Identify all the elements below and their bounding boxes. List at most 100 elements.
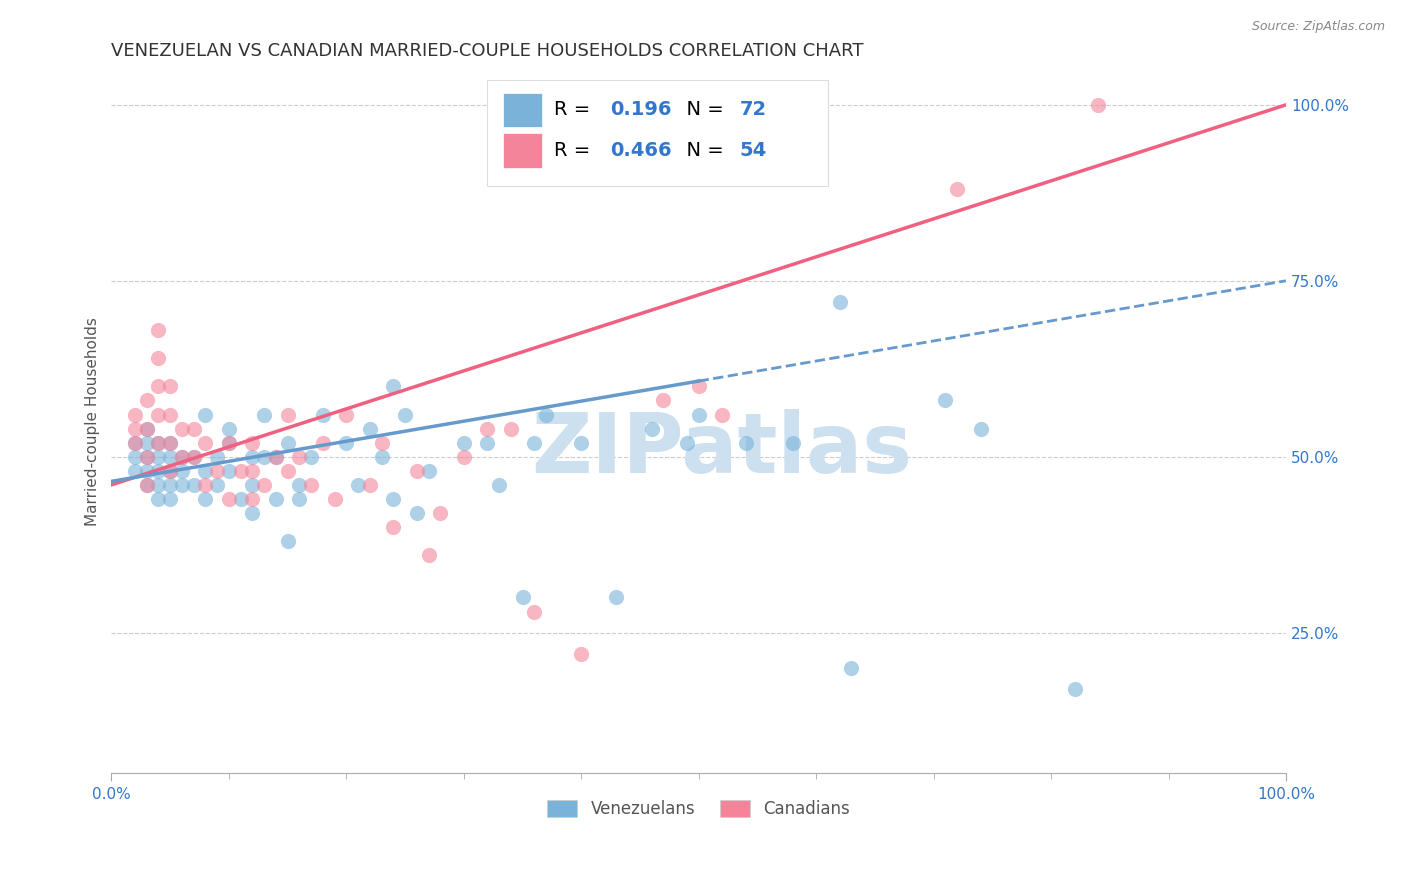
Point xyxy=(253,450,276,464)
Point xyxy=(135,435,157,450)
Point xyxy=(934,393,956,408)
Point xyxy=(264,450,287,464)
Point xyxy=(299,478,322,492)
Point xyxy=(159,464,181,478)
Point xyxy=(148,323,170,337)
Point xyxy=(688,379,710,393)
Point xyxy=(394,408,416,422)
Point xyxy=(159,435,181,450)
Point xyxy=(499,421,522,435)
Point xyxy=(170,450,193,464)
Point xyxy=(194,478,217,492)
Point xyxy=(264,491,287,506)
Point xyxy=(218,464,240,478)
Point xyxy=(488,478,510,492)
Point xyxy=(148,435,170,450)
Point xyxy=(1063,681,1085,696)
Text: R =: R = xyxy=(554,100,596,120)
Point xyxy=(359,478,381,492)
Point xyxy=(312,435,335,450)
Point xyxy=(148,408,170,422)
Point xyxy=(218,491,240,506)
Point xyxy=(676,435,699,450)
Point xyxy=(159,491,181,506)
Point xyxy=(135,450,157,464)
Text: N =: N = xyxy=(673,100,730,120)
Point xyxy=(382,379,405,393)
Point xyxy=(277,534,299,549)
Point xyxy=(205,478,228,492)
Point xyxy=(159,464,181,478)
Point xyxy=(382,520,405,534)
Point xyxy=(135,421,157,435)
Point xyxy=(194,435,217,450)
Point xyxy=(477,421,499,435)
FancyBboxPatch shape xyxy=(502,93,543,127)
Point xyxy=(240,464,263,478)
Point xyxy=(124,408,146,422)
FancyBboxPatch shape xyxy=(502,133,543,168)
Point xyxy=(148,379,170,393)
Point xyxy=(218,435,240,450)
Point xyxy=(335,435,357,450)
Text: 0.196: 0.196 xyxy=(610,100,672,120)
Point xyxy=(253,408,276,422)
Text: Source: ZipAtlas.com: Source: ZipAtlas.com xyxy=(1251,20,1385,33)
Point xyxy=(605,591,627,605)
Point xyxy=(240,435,263,450)
Point xyxy=(453,450,475,464)
Point xyxy=(170,464,193,478)
Point xyxy=(453,435,475,450)
Point xyxy=(240,478,263,492)
Point xyxy=(405,464,427,478)
Point xyxy=(370,450,392,464)
FancyBboxPatch shape xyxy=(488,80,828,186)
Point xyxy=(229,464,252,478)
Text: ZIPatlas: ZIPatlas xyxy=(531,409,912,491)
Point xyxy=(183,478,205,492)
Point xyxy=(534,408,557,422)
Point xyxy=(124,435,146,450)
Point xyxy=(135,478,157,492)
Point xyxy=(135,393,157,408)
Point xyxy=(382,491,405,506)
Point xyxy=(194,408,217,422)
Point xyxy=(347,478,370,492)
Point xyxy=(288,478,311,492)
Point xyxy=(418,548,440,562)
Point xyxy=(205,450,228,464)
Point xyxy=(359,421,381,435)
Point xyxy=(828,294,851,309)
Point xyxy=(170,478,193,492)
Point xyxy=(159,408,181,422)
Point xyxy=(1087,98,1109,112)
Point xyxy=(429,506,451,520)
Point xyxy=(194,491,217,506)
Point xyxy=(512,591,534,605)
Point xyxy=(240,450,263,464)
Point xyxy=(124,435,146,450)
Text: N =: N = xyxy=(673,141,730,160)
Point xyxy=(288,450,311,464)
Point xyxy=(159,478,181,492)
Point xyxy=(148,351,170,366)
Point xyxy=(124,450,146,464)
Point xyxy=(183,450,205,464)
Point xyxy=(240,506,263,520)
Point xyxy=(148,478,170,492)
Point xyxy=(312,408,335,422)
Point xyxy=(335,408,357,422)
Point xyxy=(523,605,546,619)
Point xyxy=(969,421,991,435)
Point xyxy=(124,421,146,435)
Point xyxy=(218,435,240,450)
Point xyxy=(299,450,322,464)
Point xyxy=(323,491,346,506)
Point xyxy=(734,435,756,450)
Point xyxy=(135,450,157,464)
Point xyxy=(688,408,710,422)
Point xyxy=(229,491,252,506)
Point xyxy=(183,421,205,435)
Point xyxy=(477,435,499,450)
Point xyxy=(370,435,392,450)
